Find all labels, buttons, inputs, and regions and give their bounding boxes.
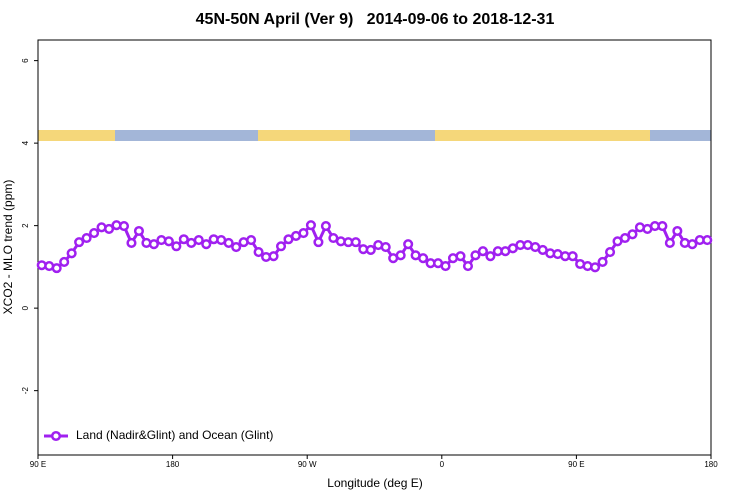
data-point (148, 239, 159, 250)
data-point (313, 237, 324, 248)
y-tick-label: 0 (21, 305, 30, 310)
data-point (702, 235, 713, 246)
data-point (597, 256, 608, 267)
ocean-strip (650, 130, 711, 141)
data-point (403, 239, 414, 250)
data-point (395, 250, 406, 261)
x-tick-label: 90 E (568, 460, 584, 469)
data-point (418, 253, 429, 264)
data-point (178, 234, 189, 245)
data-point (365, 244, 376, 256)
y-tick-label: 2 (21, 223, 30, 228)
data-point (246, 235, 257, 246)
data-point (193, 235, 204, 246)
data-point (275, 241, 287, 252)
land-strip (258, 130, 350, 141)
data-point (74, 237, 85, 248)
data-point (567, 251, 578, 262)
data-point (664, 237, 675, 249)
data-point (470, 250, 481, 261)
data-point (171, 241, 182, 252)
data-point (89, 228, 100, 239)
y-tick-label: -2 (21, 387, 30, 395)
data-point (627, 229, 638, 240)
data-point (657, 220, 668, 232)
data-point (619, 232, 631, 244)
ocean-strip (115, 130, 258, 141)
data-point (605, 246, 616, 258)
data-point (231, 242, 242, 253)
land-strip (435, 130, 650, 141)
legend-label: Land (Nadir&Glint) and Ocean (Glint) (76, 428, 273, 442)
x-tick-label: 0 (440, 460, 445, 469)
data-point (103, 223, 115, 234)
data-point (81, 232, 92, 244)
data-point (672, 225, 683, 237)
data-point (133, 225, 144, 237)
data-point (320, 220, 331, 232)
chart-title: 45N-50N April (Ver 9) 2014-09-06 to 2018… (196, 11, 555, 28)
data-point (126, 237, 137, 249)
data-point (201, 239, 212, 250)
legend-marker (50, 430, 62, 442)
data-point (59, 256, 70, 267)
y-tick-label: 6 (21, 58, 30, 63)
plot-frame (37, 39, 712, 456)
data-point (440, 261, 451, 272)
data-point (253, 246, 264, 258)
x-tick-label: 90 W (298, 460, 317, 469)
y-axis-label: XCO2 - MLO trend (ppm) (1, 180, 15, 315)
data-point (66, 248, 77, 259)
data-point (163, 236, 174, 247)
data-point (223, 237, 234, 249)
data-point (477, 246, 488, 257)
x-tick-label: 180 (704, 460, 718, 469)
data-point (687, 239, 698, 250)
data-point (118, 220, 130, 232)
data-point (380, 242, 391, 253)
data-point (485, 251, 496, 262)
x-axis-label: Longitude (deg E) (327, 476, 422, 490)
data-point (298, 228, 309, 239)
x-tick-label: 90 E (30, 460, 46, 469)
data-point (590, 262, 601, 273)
data-point (462, 261, 474, 272)
x-tick-label: 180 (166, 460, 180, 469)
ocean-strip (350, 130, 435, 141)
data-point (455, 251, 466, 262)
data-point (51, 263, 62, 274)
data-point (268, 251, 279, 262)
land-strip (38, 130, 115, 141)
data-point (350, 237, 361, 248)
data-point (305, 220, 316, 231)
y-tick-label: 4 (21, 140, 30, 145)
